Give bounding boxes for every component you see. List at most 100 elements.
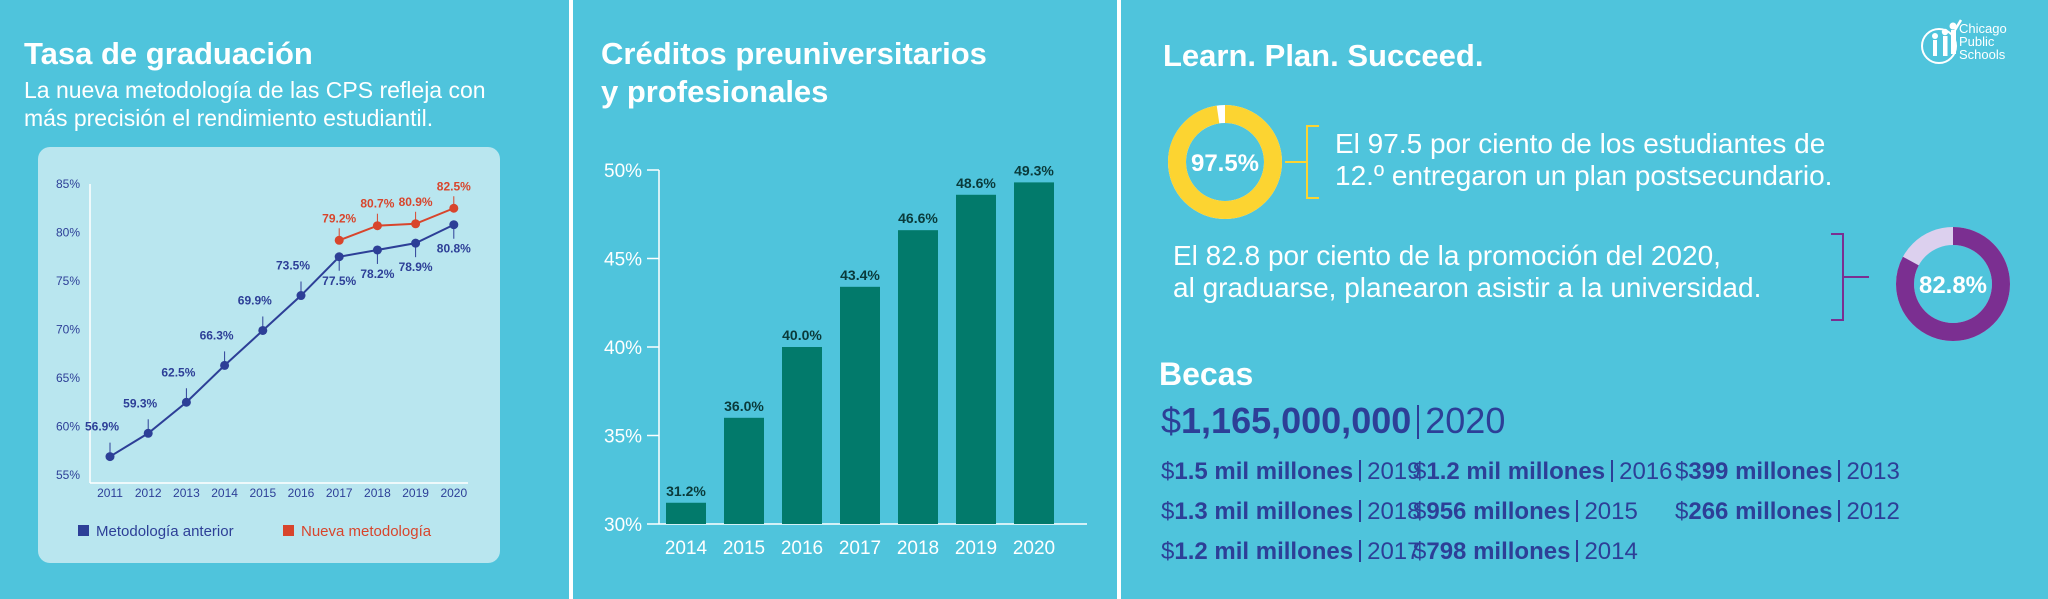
x-tick-label: 2020	[440, 486, 467, 500]
y-tick-label: 70%	[56, 323, 80, 337]
donut2-label: 82.8%	[1919, 272, 1987, 299]
divider-2	[1117, 0, 1121, 599]
graduation-title: Tasa de graduación	[24, 36, 313, 71]
x-tick-label: 2018	[364, 486, 391, 500]
legend-old-label: Metodología anterior	[96, 523, 234, 540]
bar	[782, 347, 822, 524]
stat2-line1: El 82.8 por ciento de la promoción del 2…	[1173, 240, 1721, 271]
graduation-line-chart: 55% 60% 65% 70% 75% 80% 85% 2011 2012 2013 2014 201…	[38, 147, 500, 563]
bar-chart-x-tick-label: 2019	[955, 538, 997, 559]
becas-total-amount: 1,165,000,000	[1181, 400, 1412, 441]
becas-year: 2013	[1846, 458, 1900, 485]
series-old-line	[109, 223, 455, 458]
x-tick-label: 2015	[249, 486, 276, 500]
bar	[724, 417, 764, 524]
x-tick-label: 2019	[402, 486, 429, 500]
series-new-point	[334, 235, 344, 245]
bar-data-label: 49.3%	[1014, 162, 1054, 178]
bar-data-label: 40.0%	[782, 327, 822, 343]
becas-title: Becas	[1159, 356, 1254, 392]
legend-old-swatch	[78, 525, 89, 536]
x-tick-label: 2017	[326, 486, 353, 500]
series-old-point	[220, 360, 230, 370]
y-tick-label: 80%	[56, 226, 80, 240]
credits-title-line2: y profesionales	[601, 74, 829, 109]
graduation-panel: Tasa de graduación La nueva metodología …	[0, 0, 569, 599]
y-tick-label: 60%	[56, 420, 80, 434]
series-old-data-label: 66.3%	[200, 328, 234, 342]
x-tick-label: 2016	[288, 486, 315, 500]
bar	[1014, 182, 1054, 524]
cps-logo-icon	[1921, 19, 1963, 64]
series-old-data-label: 56.9%	[85, 420, 119, 434]
becas-item: $956 millones 2015	[1413, 498, 1638, 525]
series-old-data-label: 77.5%	[322, 274, 356, 288]
graduation-subtitle-line1: La nueva metodología de las CPS refleja …	[24, 77, 486, 103]
bar-chart-x-tick-label: 2017	[839, 538, 881, 559]
becas-year: 2018	[1367, 498, 1421, 525]
cps-logo-line1: Chicago	[1959, 21, 2007, 36]
x-tick-label: 2013	[173, 486, 200, 500]
legend-new-swatch	[283, 525, 294, 536]
credits-title-line1: Créditos preuniversitarios	[601, 36, 987, 71]
bar	[666, 502, 706, 524]
becas-item: $1.2 mil millones 2017	[1161, 538, 1421, 565]
divider-1	[569, 0, 573, 599]
bar-chart-x-tick-label: 2015	[723, 538, 765, 559]
becas-year: 2015	[1584, 498, 1638, 525]
cps-logo-line3: Schools	[1959, 47, 2006, 62]
becas-year: 2017	[1367, 538, 1421, 565]
bar-chart-x-tick-label: 2018	[897, 538, 939, 559]
learn-plan-title: Learn. Plan. Succeed.	[1163, 38, 1484, 73]
bar-chart-y-tick-label: 45%	[604, 250, 642, 271]
becas-amount: 266 millones	[1688, 498, 1833, 525]
donut2-arc	[1896, 227, 2010, 341]
becas-item: $1.5 mil millones 2019	[1161, 458, 1421, 485]
line-chart-background	[38, 147, 500, 563]
series-old-data-label: 62.5%	[161, 365, 195, 379]
becas-amount: 1.2 mil millones	[1174, 538, 1354, 565]
becas-amount: 1.3 mil millones	[1174, 498, 1354, 525]
becas-amount: 798 millones	[1426, 538, 1571, 565]
series-old-data-label: 73.5%	[276, 259, 310, 273]
cps-logo: Chicago Public Schools	[1921, 18, 2031, 68]
bracket-2	[1831, 233, 1869, 321]
becas-year: 2014	[1584, 538, 1638, 565]
bar-chart-x-tick-label: 2014	[665, 538, 708, 559]
x-tick-label: 2014	[211, 486, 238, 500]
stat1-line1: El 97.5 por ciento de los estudiantes de	[1335, 128, 1826, 159]
x-tick-label: 2011	[97, 486, 123, 500]
bar-data-label: 36.0%	[724, 398, 764, 414]
x-tick-label: 2012	[135, 486, 162, 500]
series-new-data-label: 82.5%	[437, 179, 471, 193]
credits-panel: Créditos preuniversitarios y profesional…	[573, 0, 1117, 599]
learn-plan-panel: Learn. Plan. Succeed. Chicago Public Sch…	[1121, 0, 2048, 599]
y-tick-label: 85%	[56, 177, 80, 191]
series-new-data-label: 79.2%	[322, 211, 356, 225]
y-tick-label: 75%	[56, 274, 80, 288]
legend-new-label: Nueva metodología	[301, 523, 432, 540]
series-old-data-label: 78.9%	[399, 260, 433, 274]
becas-total-year: 2020	[1425, 400, 1506, 441]
series-new-data-label: 80.9%	[399, 195, 433, 209]
y-tick-label: 55%	[56, 468, 80, 482]
bar-chart-y-tick-label: 50%	[604, 161, 642, 182]
series-new-line	[338, 207, 455, 242]
donut-97-5: 97.5%	[1168, 105, 1282, 219]
stat2-line2: al graduarse, planearon asistir a la uni…	[1173, 272, 1762, 303]
becas-amount: 1.2 mil millones	[1426, 458, 1606, 485]
series-new-data-label: 80.7%	[360, 197, 394, 211]
y-tick-label: 65%	[56, 371, 80, 385]
bar-chart-x-tick-label: 2020	[1013, 538, 1055, 559]
bar-chart-y-tick-label: 40%	[604, 338, 642, 359]
stat1-line2: 12.º entregaron un plan postsecundario.	[1335, 160, 1833, 191]
bar	[898, 230, 938, 524]
becas-year: 2016	[1619, 458, 1673, 485]
donut1-label: 97.5%	[1191, 150, 1259, 177]
series-old-point	[372, 245, 382, 255]
becas-item: $1.2 mil millones 2016	[1413, 458, 1673, 485]
bar-chart-y-tick-label: 35%	[604, 427, 642, 448]
becas-amount: 956 millones	[1426, 498, 1571, 525]
bracket-1	[1285, 125, 1319, 199]
donut1-arc	[1168, 105, 1282, 219]
